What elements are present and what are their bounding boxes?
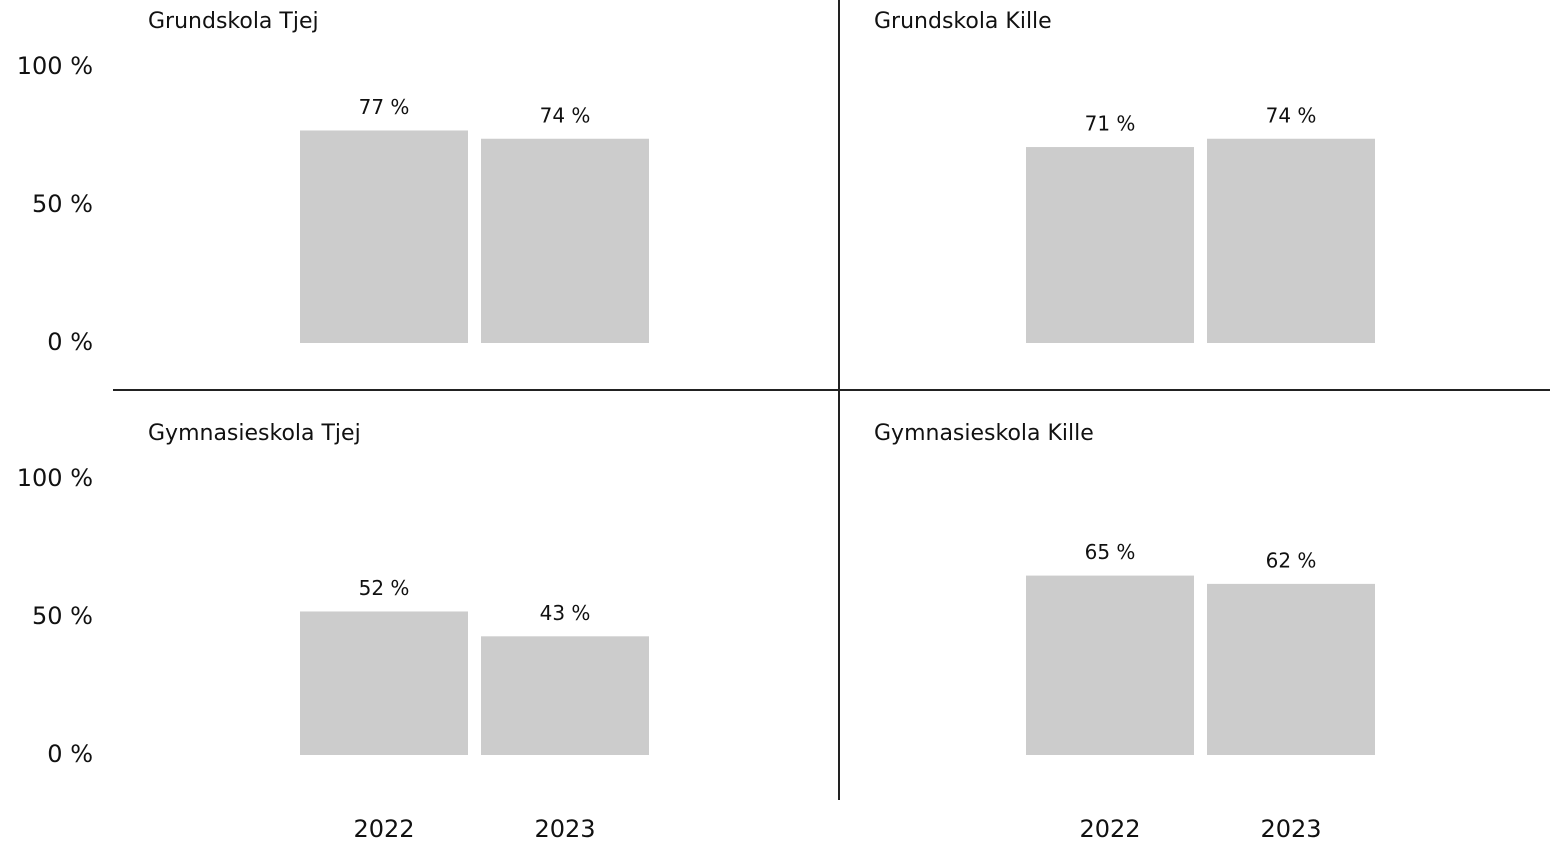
x-tick-label: 2022 [1079,815,1140,843]
bar [1207,583,1375,755]
value-label: 74 % [1266,103,1317,127]
value-label: 62 % [1266,548,1317,572]
value-label: 77 % [359,95,410,119]
panel-title: Grundskola Kille [874,9,1052,34]
panel-title: Gymnasieskola Tjej [148,421,361,446]
value-label: 74 % [540,103,591,127]
bar [1207,138,1375,343]
x-tick-label: 2022 [353,815,414,843]
bar [1026,147,1194,343]
bar [1026,575,1194,755]
y-tick-label: 100 % [17,464,93,492]
value-label: 43 % [540,601,591,625]
x-tick-label: 2023 [534,815,595,843]
bar [300,611,468,755]
y-tick-label: 0 % [47,328,93,356]
bar [481,138,649,343]
value-label: 65 % [1085,540,1136,564]
y-tick-label: 100 % [17,52,93,80]
x-tick-label: 2023 [1260,815,1321,843]
y-tick-label: 0 % [47,740,93,768]
panel-title: Grundskola Tjej [148,9,319,34]
value-label: 71 % [1085,112,1136,136]
bar [300,130,468,343]
value-label: 52 % [359,576,410,600]
panel-title: Gymnasieskola Kille [874,421,1094,446]
y-tick-label: 50 % [32,190,93,218]
y-tick-label: 50 % [32,602,93,630]
bar [481,636,649,755]
